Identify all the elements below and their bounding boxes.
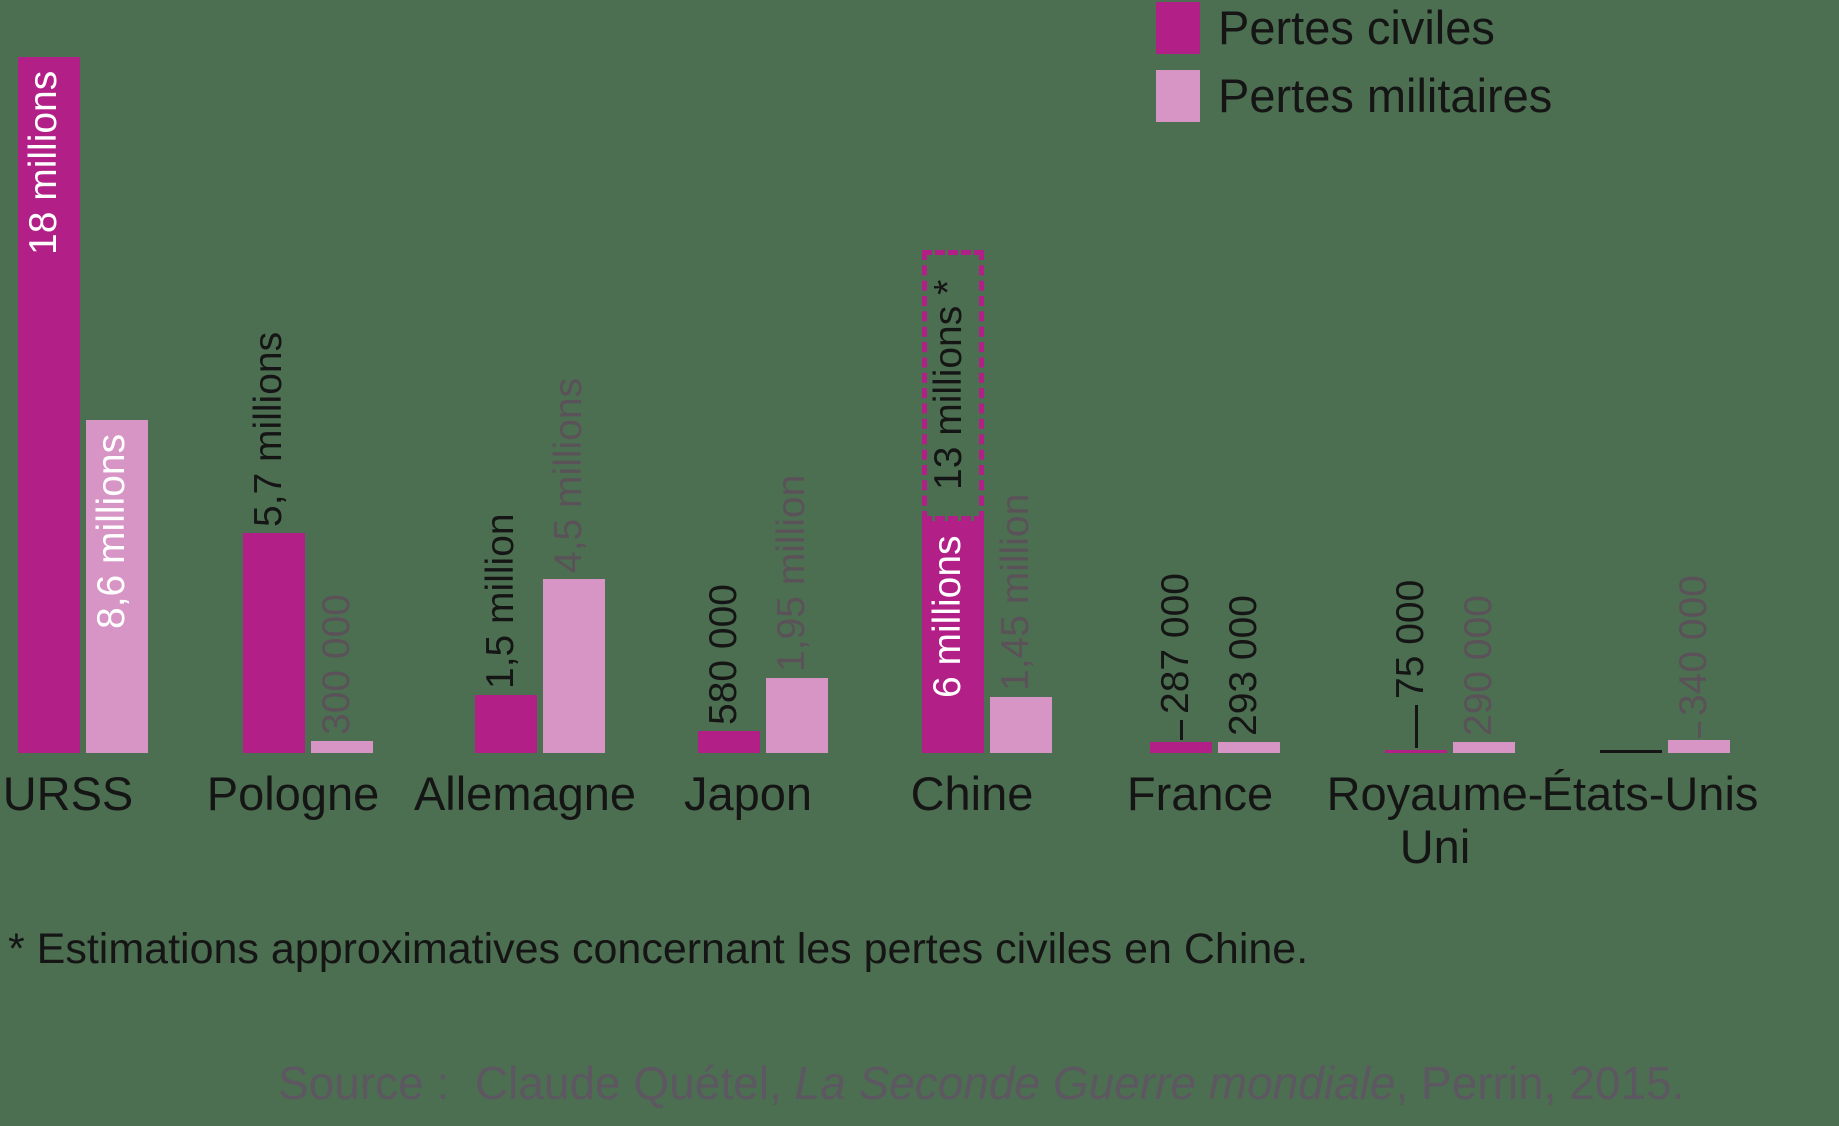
legend-label-military: Pertes militaires: [1218, 69, 1553, 123]
value-label-military-royaume-uni: 290 000: [1457, 595, 1500, 736]
value-label-military-tats-unis: 340 000: [1672, 575, 1715, 716]
value-label-civil-royaume-uni: 75 000: [1389, 579, 1432, 699]
leader-civil-royaume-uni: [1415, 705, 1418, 748]
bar-military-allemagne: [543, 579, 605, 753]
bar-military-pologne: [311, 741, 373, 753]
bar-military-france: [1218, 742, 1280, 753]
value-label-civil-pologne: 5,7 millions: [247, 331, 290, 527]
axis-label-tats-unis: États-Unis: [1541, 767, 1759, 820]
value-label-civil-allemagne: 1,5 million: [479, 513, 522, 689]
legend-swatch-military: [1156, 70, 1200, 122]
bar-military-tats-unis: [1668, 740, 1730, 753]
bar-military-urss: [86, 420, 148, 753]
bar-civil-chine: [922, 521, 984, 753]
axis-label-urss: URSS: [2, 767, 134, 820]
bar-military-japon: [766, 678, 828, 753]
axis-label-allemagne: Allemagne: [413, 767, 637, 820]
value-label-civil-urss: 18 millions: [22, 71, 65, 256]
estimate-box-chine: 13 millions *: [922, 250, 984, 521]
legend-item-military: Pertes militaires: [1156, 70, 1552, 122]
value-label-civil-france: 287 000: [1154, 573, 1197, 714]
value-label-civil-japon: 580 000: [702, 584, 745, 725]
bar-civil-tats-unis: [1600, 750, 1662, 753]
axis-label-japon: Japon: [683, 767, 813, 820]
bar-civil-japon: [698, 731, 760, 753]
source-prefix: Source : Claude Quétel,: [278, 1057, 795, 1109]
source-line: Source : Claude Quétel, La Seconde Guerr…: [278, 1056, 1684, 1110]
value-label-military-urss: 8,6 millions: [90, 434, 133, 630]
bar-civil-urss: [18, 57, 80, 753]
legend-swatch-civil: [1156, 2, 1200, 54]
value-label-military-france: 293 000: [1222, 595, 1265, 736]
estimate-label-chine: 13 millions *: [927, 279, 970, 490]
leader-military-tats-unis: [1698, 722, 1701, 738]
axis-label-pologne: Pologne: [206, 767, 380, 820]
bar-civil-royaume-uni: [1385, 750, 1447, 753]
legend-label-civil: Pertes civiles: [1218, 1, 1495, 55]
value-label-military-allemagne: 4,5 millions: [547, 377, 590, 573]
bar-civil-france: [1150, 742, 1212, 753]
axis-label-chine: Chine: [910, 767, 1034, 820]
footnote: * Estimations approximatives concernant …: [8, 925, 1309, 973]
bar-civil-pologne: [243, 533, 305, 753]
leader-civil-france: [1180, 720, 1183, 740]
value-label-military-japon: 1,95 million: [770, 474, 813, 672]
axis-label-royaume-uni: Royaume- Uni: [1326, 767, 1544, 873]
axis-label-france: France: [1126, 767, 1274, 820]
value-label-civil-chine: 6 millions: [926, 535, 969, 698]
value-label-military-chine: 1,45 million: [994, 493, 1037, 691]
value-label-military-pologne: 300 000: [315, 594, 358, 735]
source-book-title: La Seconde Guerre mondiale: [794, 1057, 1396, 1109]
source-suffix: , Perrin, 2015.: [1395, 1057, 1685, 1109]
legend-item-civil: Pertes civiles: [1156, 2, 1552, 54]
legend: Pertes civiles Pertes militaires: [1156, 2, 1552, 122]
bar-military-royaume-uni: [1453, 742, 1515, 753]
bar-civil-allemagne: [475, 695, 537, 753]
bar-military-chine: [990, 697, 1052, 753]
